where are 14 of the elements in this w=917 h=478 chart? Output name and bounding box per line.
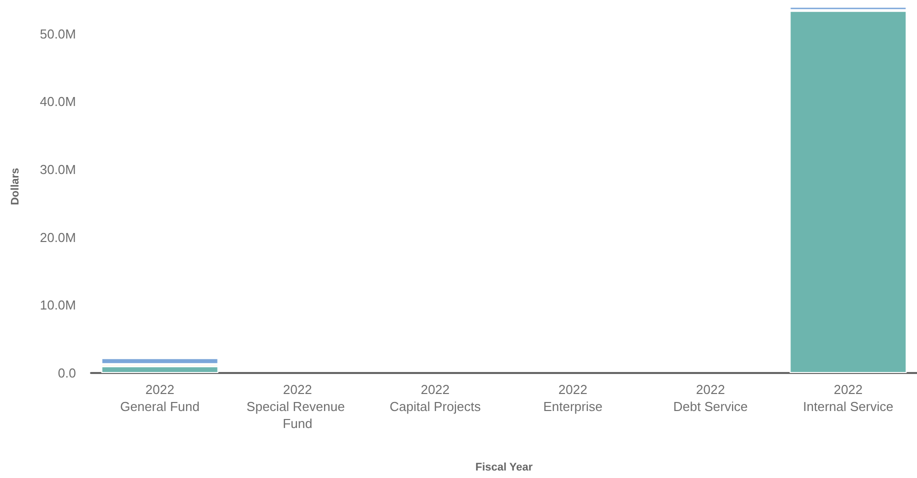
x-tick-label: 2022 Capital Projects [390, 382, 482, 414]
x-tick-label: 2022 Enterprise [543, 382, 602, 414]
y-tick-label: 30.0M [40, 162, 76, 178]
x-tick-label: 2022 General Fund [120, 382, 200, 414]
y-tick-label: 10.0M [40, 298, 76, 313]
y-axis-title: Dollars [10, 168, 22, 206]
x-tick-label: 2022 Internal Service [803, 382, 894, 414]
x-axis-title: Fiscal Year [475, 462, 534, 474]
y-tick-label: 20.0M [40, 230, 76, 245]
y-tick-label: 0.0 [58, 366, 76, 380]
x-tick-label: 2022 Debt Service [673, 382, 748, 414]
x-tick-label: 2022 Special Revenue Fund [246, 382, 348, 431]
y-tick-label: 50.0M [40, 26, 76, 42]
y-tick-label: 40.0M [40, 94, 76, 110]
